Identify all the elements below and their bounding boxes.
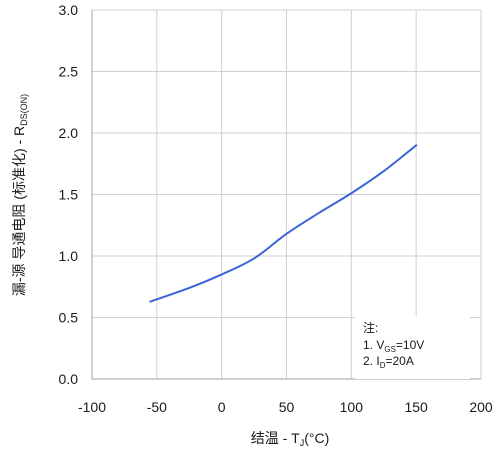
series-layer (149, 144, 418, 303)
series-line-0 (149, 144, 418, 303)
annotation-line-2-subscript: D (380, 361, 386, 370)
x-tick-label-0: -100 (78, 399, 106, 415)
x-tick-label-5: 150 (404, 399, 428, 415)
x-tick-label-3: 50 (279, 399, 295, 415)
x-axis-label-subscript: J (300, 438, 305, 448)
x-tick-label-1: -50 (147, 399, 167, 415)
annotation-box: 注: 1. VGS=10V 2. ID=20A (355, 316, 470, 379)
annotation-line-1-subscript: GS (384, 345, 396, 354)
y-tick-label-3: 1.5 (59, 187, 79, 203)
annotation-line-1: 1. VGS=10V (363, 338, 424, 354)
x-axis-label: 结温 - TJ(°C) (251, 430, 330, 448)
x-tick-label-2: 0 (218, 399, 226, 415)
y-axis-label: 漏-源 导通电阻 (标准化) - RDS(ON) (11, 94, 29, 296)
annotation-title: 注: (363, 320, 378, 335)
annotation-background (355, 316, 470, 379)
tick-label-layer: -100 -50 0 50 100 150 200 0.0 0.5 1.0 1.5 2.0 2.5 3.0 (59, 2, 493, 415)
y-axis-label-subscript: DS(ON) (19, 94, 29, 126)
y-tick-label-1: 0.5 (59, 310, 79, 326)
x-tick-label-6: 200 (469, 399, 493, 415)
y-tick-label-0: 0.0 (59, 371, 79, 387)
grid-layer (91, 9, 482, 380)
x-tick-label-4: 100 (340, 399, 364, 415)
annotation-line-2: 2. ID=20A (363, 354, 414, 370)
y-tick-label-2: 1.0 (59, 248, 79, 264)
y-tick-label-6: 3.0 (59, 2, 79, 18)
y-tick-label-5: 2.5 (59, 64, 79, 80)
y-tick-label-4: 2.0 (59, 125, 79, 141)
